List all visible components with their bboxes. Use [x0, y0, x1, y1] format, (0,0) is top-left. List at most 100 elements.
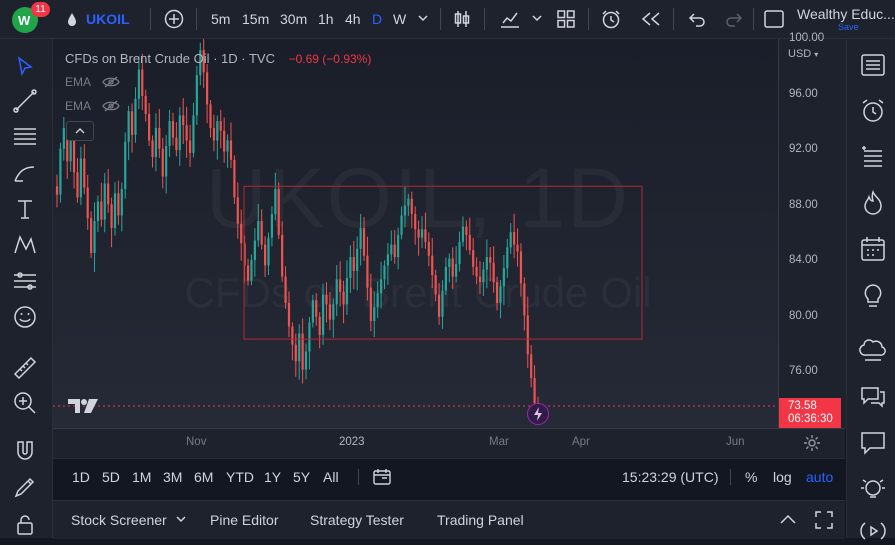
replay-icon[interactable]: [641, 11, 661, 27]
chevron-up-icon[interactable]: [779, 513, 797, 525]
collapse-legend-button[interactable]: [66, 121, 94, 141]
time-label-2023: 2023: [339, 436, 365, 448]
tab-pine-editor[interactable]: Pine Editor: [210, 512, 279, 528]
indicators-icon[interactable]: [499, 9, 521, 29]
candles-icon[interactable]: [452, 9, 472, 29]
range-5y[interactable]: 5Y: [293, 469, 311, 485]
watchlist-icon[interactable]: [859, 51, 887, 79]
messages-icon[interactable]: [859, 383, 887, 411]
utc-clock[interactable]: 15:23:29 (UTC): [622, 469, 719, 485]
legend-title[interactable]: CFDs on Brent Crude Oil · 1D · TVC: [65, 51, 275, 66]
go-to-date-icon[interactable]: [373, 468, 391, 486]
lock-icon[interactable]: [11, 511, 39, 539]
chart-pane[interactable]: UKOIL, 1D CFDs on Brent Crude Oil CFDs o…: [53, 39, 778, 428]
interval-15m[interactable]: 15m: [242, 11, 270, 27]
chevron-down-icon[interactable]: [532, 15, 542, 23]
candle-body: [437, 294, 441, 317]
interval-4h[interactable]: 4h: [345, 11, 361, 27]
candle-body: [250, 259, 253, 281]
pattern-icon[interactable]: [11, 231, 39, 259]
maximize-icon[interactable]: [815, 511, 833, 529]
cursor-icon[interactable]: [11, 53, 39, 81]
lock-drawing-icon[interactable]: [11, 473, 39, 501]
chevron-down-icon[interactable]: [176, 516, 186, 524]
time-scale[interactable]: Nov 2023 Mar Apr Jun: [53, 428, 845, 458]
drawing-toolbar: [0, 39, 53, 538]
range-1m[interactable]: 1M: [132, 469, 152, 485]
zoom-in-icon[interactable]: [11, 389, 39, 417]
candle: [219, 109, 222, 149]
account-name[interactable]: Wealthy Educ...: [797, 6, 895, 22]
text-tool-icon[interactable]: [11, 195, 39, 223]
range-3m[interactable]: 3M: [163, 469, 183, 485]
settings-gear-icon[interactable]: [803, 434, 821, 452]
fib-retracement-icon[interactable]: [11, 123, 39, 151]
magnet-icon[interactable]: [11, 437, 39, 465]
range-rectangle[interactable]: [243, 185, 643, 340]
candle: [195, 66, 198, 126]
interval-d[interactable]: D: [372, 11, 383, 27]
candle-body: [403, 205, 407, 216]
indicator-ema-1[interactable]: EMA: [65, 75, 120, 89]
range-all[interactable]: All: [323, 469, 339, 485]
range-5d[interactable]: 5D: [102, 469, 120, 485]
streams-icon[interactable]: [859, 517, 887, 545]
undo-icon[interactable]: [688, 10, 706, 28]
candle: [301, 318, 304, 384]
layout-grid-icon[interactable]: [557, 10, 575, 28]
ideas-lightbulb-icon[interactable]: [859, 282, 887, 310]
eye-hidden-icon[interactable]: [101, 100, 120, 112]
price-label: 84.00: [789, 254, 818, 267]
ruler-icon[interactable]: [11, 354, 39, 382]
symbol-search-button[interactable]: UKOIL: [86, 11, 130, 27]
calendar-icon[interactable]: [859, 235, 887, 263]
candle-body: [216, 120, 219, 141]
tab-strategy-tester[interactable]: Strategy Tester: [310, 512, 404, 528]
log-scale-toggle[interactable]: log: [773, 469, 792, 485]
price-scale[interactable]: USD ▾ 100.00 96.00 92.00 88.00 84.00 80.00 76.…: [778, 32, 846, 431]
chevron-down-icon[interactable]: [418, 15, 428, 23]
tab-trading-panel[interactable]: Trading Panel: [437, 512, 524, 528]
redo-icon[interactable]: [725, 10, 743, 28]
range-1y[interactable]: 1Y: [264, 469, 282, 485]
candle: [475, 257, 478, 285]
save-button[interactable]: Save: [838, 22, 859, 32]
interval-5m[interactable]: 5m: [211, 11, 231, 27]
range-6m[interactable]: 6M: [194, 469, 214, 485]
tab-stock-screener[interactable]: Stock Screener: [71, 512, 167, 528]
candle: [212, 114, 216, 152]
currency-selector[interactable]: USD ▾: [788, 48, 818, 60]
candle: [202, 39, 205, 88]
trendline-icon[interactable]: [11, 87, 39, 115]
notifications-chat-icon[interactable]: [859, 429, 887, 457]
candlestick-chart[interactable]: UKOIL, 1D CFDs on Brent Crude Oil: [53, 39, 778, 428]
interval-w[interactable]: W: [393, 11, 407, 27]
emoji-icon[interactable]: [11, 303, 39, 331]
alert-clock-icon[interactable]: [601, 8, 623, 30]
alarm-clock-icon[interactable]: [859, 97, 887, 125]
chats-icon[interactable]: [859, 337, 887, 365]
tradingview-logo[interactable]: [67, 397, 101, 415]
candle: [308, 317, 311, 370]
interval-1h[interactable]: 1h: [318, 11, 334, 27]
candle-body: [455, 264, 458, 277]
fullscreen-icon[interactable]: [764, 10, 784, 28]
candle-body: [328, 304, 332, 320]
brush-icon[interactable]: [11, 159, 39, 187]
indicator-ema-2[interactable]: EMA: [65, 99, 120, 113]
interval-30m[interactable]: 30m: [280, 11, 308, 27]
hotlists-flame-icon[interactable]: [859, 189, 887, 217]
compare-add-icon[interactable]: [164, 9, 184, 29]
data-window-icon[interactable]: [859, 143, 887, 171]
eye-hidden-icon[interactable]: [101, 76, 120, 88]
range-1d[interactable]: 1D: [72, 469, 90, 485]
dividend-event-marker[interactable]: [527, 403, 549, 425]
range-ytd[interactable]: YTD: [226, 469, 254, 485]
candle: [444, 257, 447, 296]
indicator-label: EMA: [65, 99, 91, 113]
measure-icon[interactable]: [11, 267, 39, 295]
auto-scale-toggle[interactable]: auto: [806, 469, 834, 485]
percent-scale-toggle[interactable]: %: [745, 469, 758, 485]
help-bulb-icon[interactable]: [859, 475, 887, 503]
candle-body: [400, 215, 403, 235]
